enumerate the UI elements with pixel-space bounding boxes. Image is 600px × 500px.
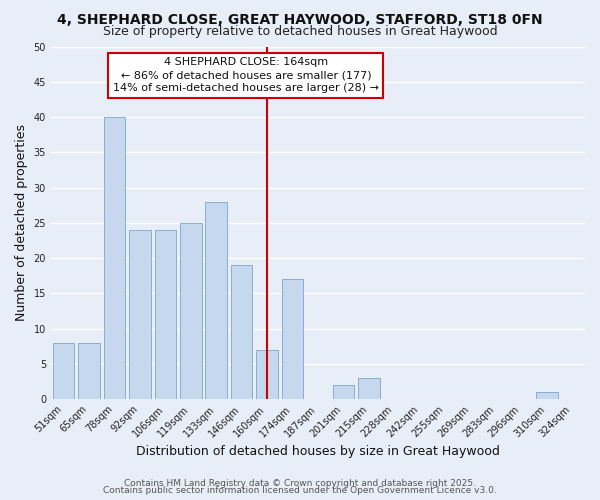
Bar (155, 230, 176, 399)
X-axis label: Distribution of detached houses by size in Great Haywood: Distribution of detached houses by size … (136, 444, 500, 458)
Bar (104, 117, 125, 399)
Bar (231, 265, 253, 399)
Bar (205, 202, 227, 399)
Bar (53, 342, 74, 399)
Y-axis label: Number of detached properties: Number of detached properties (15, 124, 28, 322)
Text: Size of property relative to detached houses in Great Haywood: Size of property relative to detached ho… (103, 25, 497, 38)
Text: Contains HM Land Registry data © Crown copyright and database right 2025.: Contains HM Land Registry data © Crown c… (124, 478, 476, 488)
Bar (282, 279, 304, 399)
Bar (332, 385, 354, 399)
Bar (358, 378, 380, 399)
Text: 4, SHEPHARD CLOSE, GREAT HAYWOOD, STAFFORD, ST18 0FN: 4, SHEPHARD CLOSE, GREAT HAYWOOD, STAFFO… (57, 12, 543, 26)
Bar (78, 342, 100, 399)
Bar (129, 230, 151, 399)
Text: 4 SHEPHARD CLOSE: 164sqm
← 86% of detached houses are smaller (177)
14% of semi-: 4 SHEPHARD CLOSE: 164sqm ← 86% of detach… (113, 57, 379, 94)
Text: Contains public sector information licensed under the Open Government Licence v3: Contains public sector information licen… (103, 486, 497, 495)
Bar (536, 392, 557, 399)
Bar (180, 223, 202, 399)
Bar (256, 350, 278, 399)
